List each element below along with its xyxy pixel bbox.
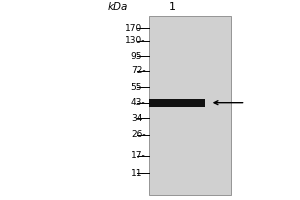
- Text: 34-: 34-: [131, 114, 146, 123]
- Text: 11-: 11-: [131, 169, 146, 178]
- Text: 17-: 17-: [131, 151, 146, 160]
- Bar: [149, 99, 205, 107]
- Bar: [148, 16, 231, 195]
- Text: 170-: 170-: [125, 24, 146, 33]
- Text: 43-: 43-: [131, 98, 146, 107]
- Text: 55-: 55-: [131, 83, 146, 92]
- Text: 95-: 95-: [131, 52, 146, 61]
- Text: 26-: 26-: [131, 130, 146, 139]
- Text: 72-: 72-: [131, 66, 146, 75]
- Text: kDa: kDa: [107, 2, 128, 12]
- Text: 130-: 130-: [125, 36, 146, 45]
- Text: 1: 1: [169, 2, 176, 12]
